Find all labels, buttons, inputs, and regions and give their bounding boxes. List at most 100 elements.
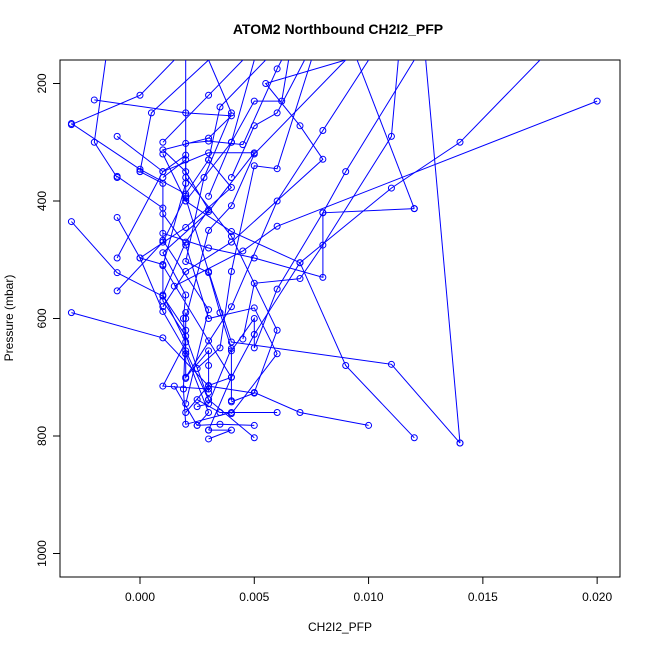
data-point bbox=[159, 292, 167, 300]
data-point bbox=[250, 150, 258, 158]
series-line bbox=[208, 429, 232, 440]
series-line bbox=[196, 399, 278, 413]
data-point bbox=[205, 337, 213, 345]
data-point bbox=[227, 174, 235, 181]
data-point bbox=[205, 91, 213, 99]
data-point bbox=[319, 155, 327, 163]
data-point bbox=[205, 192, 213, 200]
x-tick-label: 0.015 bbox=[468, 590, 498, 604]
data-point bbox=[296, 259, 304, 267]
data-point bbox=[182, 174, 190, 181]
x-tick-label: 0.000 bbox=[125, 590, 155, 604]
series-line bbox=[116, 154, 232, 431]
data-point bbox=[342, 362, 350, 369]
chart-title: ATOM2 Northbound CH2I2_PFP bbox=[233, 21, 443, 37]
data-point bbox=[205, 381, 213, 389]
data-point bbox=[273, 409, 281, 416]
data-point bbox=[205, 385, 213, 393]
data-point bbox=[250, 122, 258, 130]
data-point bbox=[205, 244, 213, 252]
data-point bbox=[170, 382, 178, 390]
series-line bbox=[425, 60, 461, 444]
series-line bbox=[208, 60, 290, 197]
data-point bbox=[216, 309, 224, 317]
series-lines bbox=[71, 60, 598, 444]
series-line bbox=[185, 60, 541, 413]
y-tick-label: 600 bbox=[35, 308, 49, 328]
series-line bbox=[185, 60, 347, 379]
data-point bbox=[205, 156, 213, 164]
y-tick-label: 1000 bbox=[35, 540, 49, 567]
series-line bbox=[162, 153, 415, 439]
data-point bbox=[227, 344, 235, 352]
series-line bbox=[93, 60, 118, 178]
x-axis-label: CH2I2_PFP bbox=[308, 620, 372, 634]
data-point bbox=[205, 389, 213, 397]
series-line bbox=[174, 100, 598, 287]
series-points bbox=[67, 65, 601, 447]
data-point bbox=[205, 409, 213, 416]
data-point bbox=[205, 226, 213, 234]
data-point bbox=[205, 426, 213, 434]
y-axis-label: Pressure (mbar) bbox=[2, 275, 16, 362]
data-point bbox=[159, 146, 167, 154]
series-line bbox=[196, 60, 312, 369]
data-point bbox=[90, 138, 98, 146]
data-point bbox=[227, 303, 235, 311]
data-point bbox=[136, 165, 144, 173]
data-point bbox=[278, 97, 286, 105]
data-point bbox=[113, 269, 121, 277]
data-point bbox=[319, 209, 327, 217]
data-point bbox=[136, 254, 144, 262]
data-point bbox=[182, 400, 190, 408]
data-point bbox=[182, 350, 190, 358]
y-axis: 200 400 600 800 1000 bbox=[35, 73, 60, 567]
data-point bbox=[113, 213, 121, 221]
data-point bbox=[182, 241, 190, 249]
data-point bbox=[250, 279, 258, 287]
series-line bbox=[230, 60, 306, 178]
data-point bbox=[296, 409, 304, 416]
data-point bbox=[296, 275, 304, 283]
data-point bbox=[200, 174, 208, 181]
series-line bbox=[185, 60, 370, 393]
data-point bbox=[159, 229, 167, 237]
data-point bbox=[239, 247, 247, 255]
data-point bbox=[159, 303, 167, 311]
data-point bbox=[170, 282, 178, 290]
data-point bbox=[273, 65, 281, 73]
data-point bbox=[250, 389, 258, 397]
data-point bbox=[250, 330, 258, 338]
series-line bbox=[162, 60, 244, 143]
data-point bbox=[205, 400, 213, 408]
data-point bbox=[227, 426, 235, 434]
data-point bbox=[67, 218, 75, 226]
data-point bbox=[159, 138, 167, 146]
y-tick-label: 800 bbox=[35, 426, 49, 446]
data-point bbox=[387, 184, 395, 192]
data-point bbox=[205, 435, 213, 443]
data-point bbox=[387, 360, 395, 368]
data-point bbox=[227, 410, 235, 418]
data-point bbox=[239, 141, 247, 149]
series-line bbox=[162, 60, 187, 178]
data-point bbox=[193, 396, 201, 404]
data-point bbox=[113, 132, 121, 140]
series-line bbox=[139, 171, 278, 415]
data-point bbox=[205, 149, 213, 157]
data-point bbox=[319, 127, 327, 134]
series-line bbox=[230, 60, 415, 401]
data-point bbox=[227, 373, 235, 381]
series-line bbox=[162, 60, 346, 308]
data-point bbox=[296, 122, 304, 130]
data-point bbox=[319, 241, 327, 249]
series-line bbox=[185, 197, 461, 444]
data-point bbox=[365, 421, 373, 429]
data-point bbox=[593, 97, 601, 105]
data-point bbox=[159, 150, 167, 158]
data-point bbox=[182, 347, 190, 355]
plot-frame bbox=[59, 59, 621, 578]
data-point bbox=[227, 397, 235, 405]
data-point bbox=[182, 156, 190, 164]
